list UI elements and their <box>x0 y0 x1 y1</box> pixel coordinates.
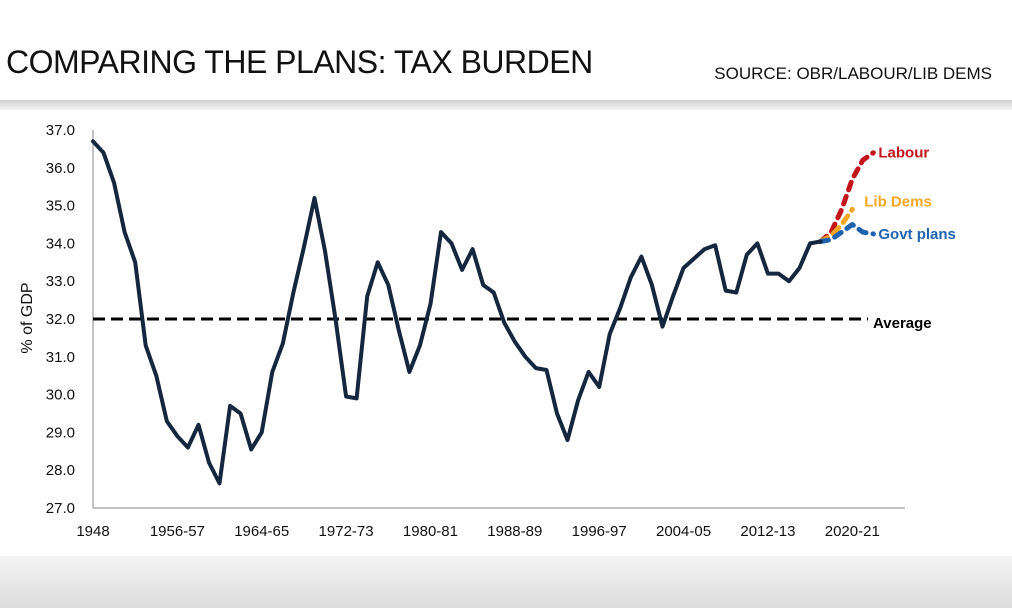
x-tick-label: 1988-89 <box>487 523 542 540</box>
series-labels: Average Labour Lib Dems Govt plans <box>864 145 956 332</box>
y-tick-label: 27.0 <box>46 500 75 517</box>
average-label: Average <box>873 315 932 332</box>
x-tick-label: 1948 <box>76 523 109 540</box>
series-line-govt-plans <box>818 222 876 244</box>
x-tick-label: 1980-81 <box>403 523 458 540</box>
y-tick-label: 36.0 <box>46 160 75 177</box>
header-divider <box>0 100 1012 110</box>
source-note: SOURCE: OBR/LABOUR/LIB DEMS <box>714 64 992 83</box>
y-tick-label: 29.0 <box>46 424 75 441</box>
x-tick-label: 1964-65 <box>234 523 289 540</box>
series-line-history <box>91 139 823 486</box>
x-tick-label: 2004-05 <box>656 523 711 540</box>
y-tick-label: 33.0 <box>46 273 75 290</box>
x-tick-label: 1972-73 <box>319 523 374 540</box>
y-tick-label: 37.0 <box>46 122 75 139</box>
chart-title: COMPARING THE PLANS: TAX BURDEN <box>6 44 593 80</box>
y-tick-label: 34.0 <box>46 235 75 252</box>
footer-band <box>0 556 1012 608</box>
y-axis-label: % of GDP <box>19 282 36 353</box>
axes: 27.0 28.0 29.0 30.0 31.0 32.0 33.0 34.0 35.0 36.0… <box>46 122 905 540</box>
y-tick-label: 30.0 <box>46 387 75 404</box>
series-label-labour: Labour <box>878 145 929 162</box>
y-tick-label: 31.0 <box>46 349 75 366</box>
series-label-lib-dems: Lib Dems <box>864 193 932 210</box>
series-line-labour <box>818 150 876 244</box>
series-label-govt-plans: Govt plans <box>878 226 956 243</box>
y-tick-label: 35.0 <box>46 198 75 215</box>
x-tick-label: 1956-57 <box>150 523 205 540</box>
x-tick-label: 1996-97 <box>572 523 627 540</box>
y-tick-label: 32.0 <box>46 311 75 328</box>
y-tick-label: 28.0 <box>46 462 75 479</box>
plot-lines <box>91 139 876 486</box>
x-tick-label: 2012-13 <box>740 523 795 540</box>
header: COMPARING THE PLANS: TAX BURDEN SOURCE: … <box>0 0 1012 100</box>
x-tick-label: 2020-21 <box>825 523 880 540</box>
